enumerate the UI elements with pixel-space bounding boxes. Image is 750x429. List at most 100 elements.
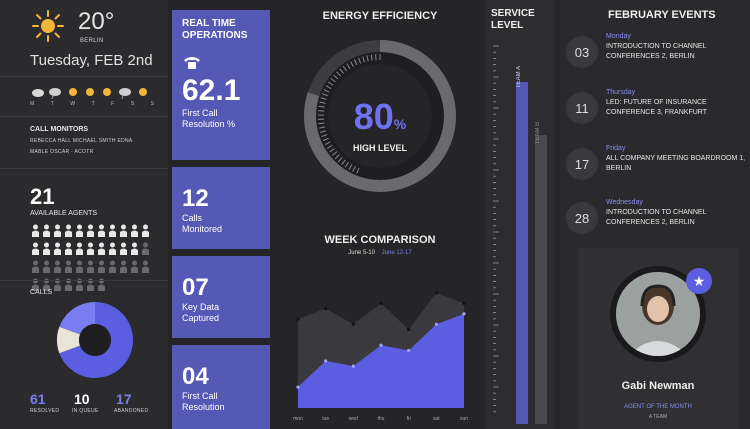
agent-icon <box>98 224 105 237</box>
agent-icon <box>109 224 116 237</box>
donut-slice-queue <box>57 326 81 354</box>
week-legend: June 5-10 June 12-17 <box>280 250 480 256</box>
abandoned-label: ABANDONED <box>114 408 149 414</box>
gauge-tick <box>356 167 360 174</box>
agent-icon <box>142 224 149 237</box>
agent-icon <box>32 224 39 237</box>
event-item[interactable]: 28 Wednesday INTRODUCTION TO CHANNEL CON… <box>560 196 750 252</box>
data-point <box>296 385 300 389</box>
agent-icon <box>87 260 94 273</box>
gauge-tick <box>321 93 328 97</box>
gauge-tick <box>327 81 334 86</box>
agent-icon <box>87 278 94 291</box>
agent-icon <box>120 242 127 255</box>
event-item[interactable]: 03 Monday INTRODUCTION TO CHANNEL CONFER… <box>560 30 750 86</box>
center-column: ENERGY EFFICIENCY 80% HIGH LEVEL WEEK CO… <box>280 0 480 429</box>
agent-icon <box>142 242 149 255</box>
calls-title: CALLS <box>30 289 53 296</box>
efficiency-title: ENERGY EFFICIENCY <box>322 10 438 22</box>
weather-temperature: 20° <box>78 8 115 35</box>
agent-role: AGENT OF THE MONTH <box>624 404 692 410</box>
agent-icon <box>76 278 83 291</box>
data-point <box>407 327 411 332</box>
metric4-panel: 04 First Call Resolution <box>172 345 270 429</box>
data-point <box>434 291 438 295</box>
call-monitors-names: MABLE OSCAR · ACOTR <box>30 149 94 155</box>
data-point <box>324 359 328 363</box>
x-tick-label: tue <box>322 416 329 422</box>
agent-icon <box>98 260 105 273</box>
agent-icon <box>43 242 50 255</box>
gauge-tick <box>324 141 331 146</box>
forecast-icons <box>32 88 147 100</box>
gauge-tick <box>318 110 325 112</box>
star-icon: ★ <box>692 273 706 289</box>
gauge-tick <box>346 63 351 69</box>
team-a-bar <box>516 82 528 424</box>
data-point <box>351 364 355 368</box>
gauge-tick <box>354 59 358 66</box>
metric1-label: First Call Resolution % <box>182 108 236 129</box>
gauge-tick <box>325 85 332 90</box>
gauge-tick <box>370 54 373 61</box>
event-item[interactable]: 17 Friday ALL COMPANY MEETING BOARDROOM … <box>560 142 750 198</box>
agent-icon <box>87 224 94 237</box>
events-column: FEBRUARY EVENTS 03 Monday INTRODUCTION T… <box>560 0 750 429</box>
forecast-icons-row <box>30 85 154 100</box>
gauge-tick <box>318 105 325 108</box>
gauge-tick <box>362 56 365 63</box>
metric3-panel: 07 Key Data Captured <box>172 256 270 338</box>
rain-cloud-icon <box>119 88 131 100</box>
agent-icon <box>65 260 72 273</box>
resolved-label: RESOLVED <box>30 408 60 414</box>
team-b-label: TEAM B <box>535 122 541 145</box>
event-day: Monday <box>606 33 631 40</box>
data-point <box>462 301 466 305</box>
forecast-days: M T W T F S S <box>30 101 154 107</box>
gauge-tick <box>333 74 339 80</box>
gauge-tick <box>339 68 345 74</box>
gauge-tick <box>342 65 348 72</box>
gauge-tick <box>348 164 353 170</box>
legend-b: June 12-17 <box>381 250 412 256</box>
call-monitors-names: REBECCA HALL MICHAEL SMITH EDNA <box>30 138 133 144</box>
agent-icon <box>131 224 138 237</box>
metric1-value: 62.1 <box>182 74 241 107</box>
sun-icon <box>30 8 66 44</box>
forecast-day: T <box>50 101 54 107</box>
donut-slice-resolved <box>59 302 133 378</box>
x-tick-label: wed <box>349 416 358 422</box>
area-series-2 <box>298 313 464 408</box>
data-point <box>351 322 355 326</box>
data-point <box>434 322 438 326</box>
x-tick-label: fri <box>407 416 411 422</box>
event-title: LED: FUTURE OF INSURANCE CONFERENCE 3, F… <box>606 99 707 116</box>
sun-icon <box>86 88 94 96</box>
event-day: Wednesday <box>606 199 643 206</box>
gauge-tick <box>319 101 326 104</box>
phone-icon <box>182 54 202 70</box>
gauge-tick <box>358 57 362 64</box>
agent-icon <box>131 260 138 273</box>
agent-icon <box>54 260 61 273</box>
agent-icon <box>76 224 83 237</box>
gauge-tick <box>329 148 335 153</box>
agent-of-month-card: ★ Gabi Newman AGENT OF THE MONTH A TEAM <box>578 248 738 429</box>
data-point <box>296 317 300 321</box>
event-item[interactable]: 11 Thursday LED: FUTURE OF INSURANCE CON… <box>560 86 750 142</box>
cloud-icon <box>32 89 44 97</box>
metric2-panel: 12 Calls Monitored <box>172 167 270 249</box>
agent-name: Gabi Newman <box>621 380 695 392</box>
efficiency-percent: 80 <box>353 96 394 137</box>
agent-icon <box>98 242 105 255</box>
forecast-day: M <box>30 101 35 107</box>
event-title: INTRODUCTION TO CHANNEL CONFERENCES 2, B… <box>606 209 707 226</box>
data-point <box>324 307 328 311</box>
x-tick-label: sat <box>433 416 440 422</box>
metric2-label: Calls Monitored <box>182 213 223 234</box>
agent-icon <box>98 278 105 291</box>
gauge-tick <box>341 159 346 165</box>
gauge-tick <box>322 137 329 142</box>
legend-a: June 5-10 <box>348 250 375 256</box>
agent-icon <box>43 278 50 291</box>
